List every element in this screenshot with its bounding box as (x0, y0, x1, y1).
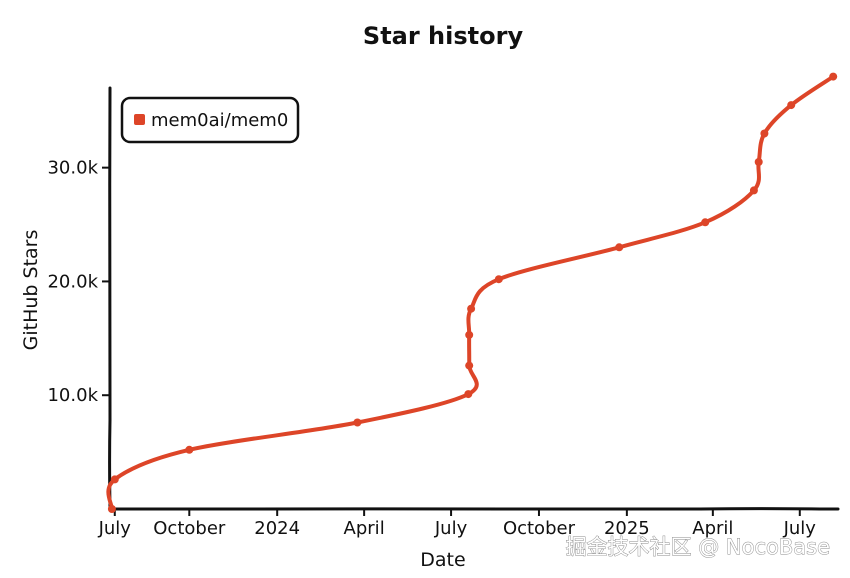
watermark-text: 掘金技术社区 @ NocoBase (566, 535, 830, 559)
x-axis-label: Date (420, 549, 465, 571)
x-tick-label: 2025 (604, 518, 650, 539)
data-point (829, 72, 838, 81)
data-point (760, 129, 769, 138)
x-tick-label: April (692, 518, 733, 539)
data-point (107, 505, 116, 513)
x-axis-line (108, 507, 840, 511)
data-point (494, 275, 503, 284)
series-layer (106, 72, 838, 513)
data-point (701, 218, 710, 227)
legend-series-name: mem0ai/mem0 (151, 110, 288, 131)
data-point (110, 475, 119, 484)
data-point (754, 158, 763, 166)
x-tick-label: 2024 (254, 518, 300, 539)
data-point (353, 418, 362, 427)
x-tick-label: July (783, 518, 817, 539)
data-point (467, 304, 476, 313)
y-axis-line (108, 86, 112, 511)
legend-swatch (134, 114, 145, 125)
y-tick-label: 10.0k (47, 385, 98, 406)
x-tick-label: April (344, 518, 385, 539)
series-line (106, 74, 836, 511)
x-tick-label: October (153, 518, 226, 539)
data-point (465, 330, 474, 339)
y-axis-label: GitHub Stars (20, 230, 42, 351)
legend: mem0ai/mem0 (120, 96, 300, 144)
chart-title: Star history (363, 22, 524, 50)
data-point (464, 390, 473, 399)
data-point (185, 445, 194, 454)
y-ticks: 10.0k 20.0k 30.0k (47, 158, 110, 406)
x-tick-label: July (98, 518, 132, 539)
x-tick-label: October (503, 518, 576, 539)
y-tick-label: 20.0k (47, 271, 98, 292)
data-point (465, 361, 474, 370)
x-tick-label: July (434, 518, 468, 539)
data-point (787, 101, 796, 110)
legend-box (120, 96, 300, 144)
y-tick-label: 30.0k (47, 158, 98, 179)
data-point (615, 243, 624, 252)
x-ticks: July October 2024 April July October 2025 April… (98, 509, 817, 539)
data-point (749, 186, 758, 195)
